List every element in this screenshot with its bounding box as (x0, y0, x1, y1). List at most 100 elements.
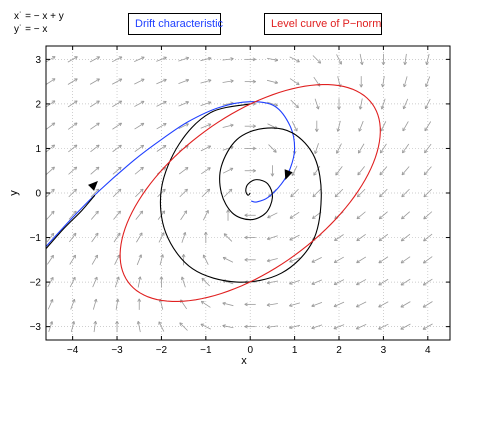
field-arrow (266, 280, 278, 285)
field-arrow (379, 188, 388, 198)
field-arrow (200, 300, 211, 308)
field-arrow (401, 211, 411, 220)
field-arrow (425, 53, 430, 65)
field-arrow (70, 298, 76, 310)
field-arrow (378, 211, 388, 220)
field-arrow (180, 276, 186, 288)
field-arrow (112, 144, 122, 153)
field-arrow (69, 232, 77, 243)
field-arrow (113, 232, 121, 243)
field-arrow (379, 143, 387, 154)
field-arrow (356, 188, 366, 198)
y-axis-label: y (8, 190, 20, 196)
field-arrow (311, 257, 322, 263)
field-arrow (156, 78, 167, 85)
field-arrow (222, 123, 234, 128)
field-arrow (356, 234, 366, 242)
field-arrow (314, 98, 320, 110)
axis-ticks: −4 −3 −2 −1 0 1 2 3 4 −3 −2 −1 0 1 2 3 (30, 46, 450, 356)
field-arrow (46, 188, 55, 198)
x-tick-label: −4 (67, 345, 79, 356)
field-arrow (424, 98, 431, 110)
field-arrow (244, 79, 256, 84)
y-tick-label: 1 (35, 144, 41, 155)
field-arrow (422, 301, 433, 308)
field-arrow (244, 324, 256, 329)
field-arrow (403, 53, 408, 66)
field-arrow (45, 78, 56, 85)
field-arrow (114, 254, 121, 265)
field-arrow (115, 320, 119, 333)
field-arrow (136, 254, 143, 266)
field-arrow (201, 167, 211, 175)
field-arrow (69, 254, 76, 265)
black-spiral (159, 103, 322, 283)
black-trajectory-arrow (88, 180, 98, 191)
field-arrow (378, 301, 389, 308)
field-arrow (356, 211, 366, 220)
field-arrow (314, 143, 319, 154)
field-arrow (47, 254, 54, 265)
field-arrow (356, 279, 367, 286)
field-arrow (336, 120, 341, 132)
field-arrow (91, 232, 99, 243)
field-arrow (402, 121, 409, 132)
field-arrow (289, 211, 300, 219)
field-arrow (337, 98, 341, 110)
field-arrow (136, 320, 141, 333)
field-arrow (270, 165, 275, 177)
field-arrow (400, 278, 411, 286)
field-arrow (90, 144, 100, 153)
field-arrow (112, 78, 123, 85)
black-trajectory (45, 194, 96, 250)
field-arrow (137, 298, 142, 310)
field-arrow (401, 166, 410, 176)
x-tick-label: −2 (156, 345, 168, 356)
gridlines (46, 46, 450, 340)
field-arrow (425, 76, 431, 88)
field-arrow (266, 79, 279, 85)
field-arrow (46, 232, 55, 243)
field-arrow (93, 320, 98, 333)
field-arrow (400, 301, 411, 308)
field-arrow (359, 76, 364, 88)
field-arrow (134, 78, 145, 85)
field-arrow (112, 166, 122, 175)
field-arrow (423, 211, 433, 220)
equation-y: y˙ = − x (14, 24, 48, 35)
field-arrow (355, 323, 367, 330)
field-arrow (423, 166, 432, 176)
field-arrow (48, 321, 54, 332)
field-arrow (423, 233, 433, 242)
field-arrow (135, 210, 144, 220)
field-arrow (46, 166, 55, 175)
x-tick-label: 4 (425, 345, 431, 356)
field-arrow (378, 256, 389, 264)
field-arrow (200, 101, 212, 107)
field-arrow (424, 143, 432, 154)
field-arrow (400, 233, 411, 242)
field-arrow (358, 98, 363, 110)
field-arrow (159, 276, 164, 288)
x-tick-label: −1 (200, 345, 212, 356)
equation-x: x˙ = − x + y (14, 11, 64, 22)
field-arrow (158, 232, 165, 243)
field-arrow (244, 213, 256, 218)
field-arrow (47, 276, 54, 288)
field-arrow (134, 144, 145, 152)
field-arrow (156, 56, 167, 62)
field-arrow (336, 54, 342, 65)
field-arrow (289, 78, 300, 86)
field-arrow (45, 56, 56, 63)
field-arrow (92, 276, 98, 288)
field-arrow (200, 79, 212, 84)
field-arrow (244, 146, 256, 151)
field-arrow (90, 122, 100, 130)
field-arrow (244, 235, 256, 240)
y-tick-label: −1 (30, 233, 42, 244)
field-arrow (244, 124, 256, 129)
field-arrow (222, 57, 234, 61)
field-arrow (68, 188, 77, 198)
field-arrow (356, 256, 367, 264)
field-arrow (156, 145, 167, 152)
